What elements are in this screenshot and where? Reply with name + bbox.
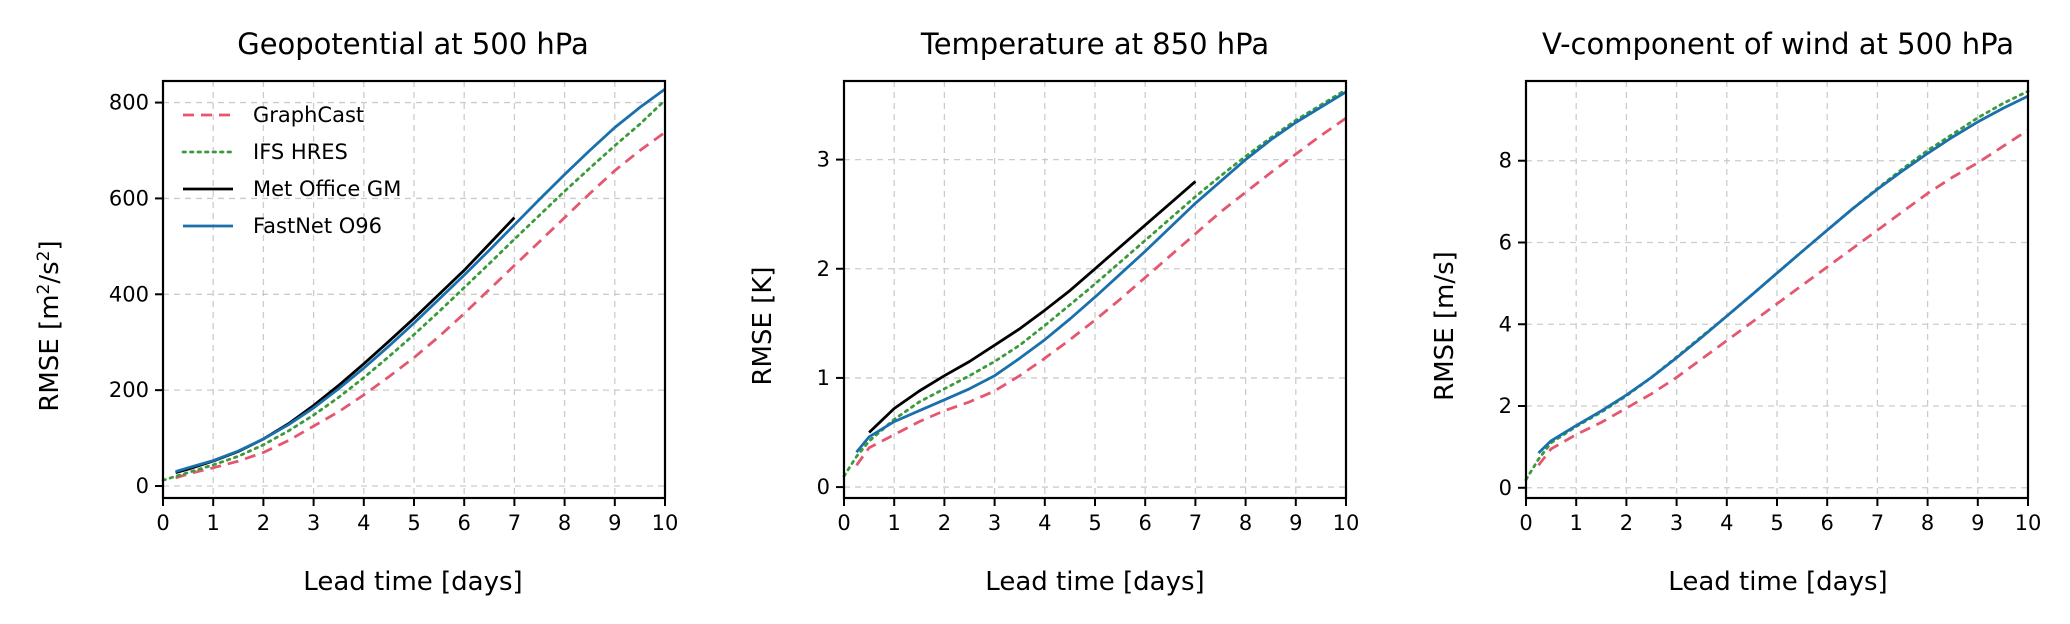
x-tick-label: 5 [407,511,420,535]
x-tick-label: 9 [1971,511,1984,535]
x-tick-label: 7 [508,511,521,535]
legend-label: GraphCast [253,103,364,127]
x-tick-label: 10 [1333,511,1360,535]
y-axis-label: RMSE [K] [748,266,778,385]
x-tick-label: 9 [1289,511,1302,535]
y-tick-label: 600 [109,186,149,210]
x-tick-label: 5 [1088,511,1101,535]
x-tick-label: 2 [257,511,270,535]
y-tick-label: 200 [109,378,149,402]
plot-frame [842,79,1348,500]
chart-title: Geopotential at 500 hPa [237,27,589,61]
x-tick-label: 3 [307,511,320,535]
series-line-fastnet-o96 [175,87,666,473]
x-tick-label: 0 [837,511,850,535]
panel-v-wind: V-component of wind at 500 hPa Lead time… [1430,27,2041,597]
plot-frame [161,79,667,500]
x-tick-label: 0 [156,511,169,535]
y-axis-label: RMSE [m2/s2] [34,240,65,411]
series-line-ifs-hres [161,98,667,482]
x-tick-label: 1 [888,511,901,535]
plot-frame [1524,79,2030,500]
series-line-graphcast [175,131,666,480]
y-tick-label: 8 [1499,149,1512,173]
x-tick-label: 6 [458,511,471,535]
legend: GraphCast IFS HRES Met Office GM FastNet O9… [181,103,401,238]
series-line-graphcast [1537,128,2029,467]
x-tick-label: 3 [988,511,1001,535]
y-tick-label: 0 [817,475,830,499]
x-tick-label: 8 [1921,511,1934,535]
y-tick-label: 6 [1499,230,1512,254]
series-line-fastnet-o96 [1537,94,2029,455]
x-tick-label: 8 [558,511,571,535]
y-tick-label: 0 [136,474,149,498]
x-tick-label: 10 [652,511,679,535]
x-axis-label: Lead time [days] [1668,567,1887,597]
y-tick-label: 0 [1499,476,1512,500]
x-tick-label: 6 [1139,511,1152,535]
x-tick-label: 7 [1871,511,1884,535]
series-line-met-office-gm [868,180,1197,434]
x-tick-label: 1 [1570,511,1583,535]
x-tick-label: 4 [1038,511,1051,535]
y-tick-label: 3 [817,148,830,172]
legend-label: FastNet O96 [253,214,382,238]
x-tick-label: 9 [608,511,621,535]
series-line-fastnet-o96 [855,90,1347,454]
x-tick-label: 10 [2015,511,2042,535]
chart-title: Temperature at 850 hPa [920,27,1269,61]
x-tick-label: 2 [1620,511,1633,535]
legend-label: Met Office GM [253,177,401,201]
y-tick-label: 1 [817,366,830,390]
legend-label: IFS HRES [253,140,348,164]
panel-temperature: Temperature at 850 hPa Lead time [days] … [748,27,1359,597]
y-tick-label: 400 [109,282,149,306]
x-tick-label: 5 [1770,511,1783,535]
x-tick-label: 7 [1189,511,1202,535]
y-tick-label: 2 [817,257,830,281]
x-tick-label: 3 [1670,511,1683,535]
x-tick-label: 0 [1519,511,1532,535]
panel-geopotential: Geopotential at 500 hPa Lead time [days]… [34,27,678,597]
x-tick-label: 6 [1821,511,1834,535]
x-tick-label: 1 [207,511,220,535]
y-tick-label: 800 [109,91,149,115]
chart-title: V-component of wind at 500 hPa [1542,27,2014,61]
y-tick-label: 4 [1499,312,1512,336]
y-axis-label: RMSE [m/s] [1430,251,1460,401]
x-tick-label: 4 [1720,511,1733,535]
x-axis-label: Lead time [days] [303,567,522,597]
x-tick-label: 8 [1239,511,1252,535]
x-tick-label: 4 [357,511,370,535]
series-line-ifs-hres [842,88,1348,478]
y-tick-label: 2 [1499,394,1512,418]
x-tick-label: 2 [938,511,951,535]
x-axis-label: Lead time [days] [985,567,1204,597]
